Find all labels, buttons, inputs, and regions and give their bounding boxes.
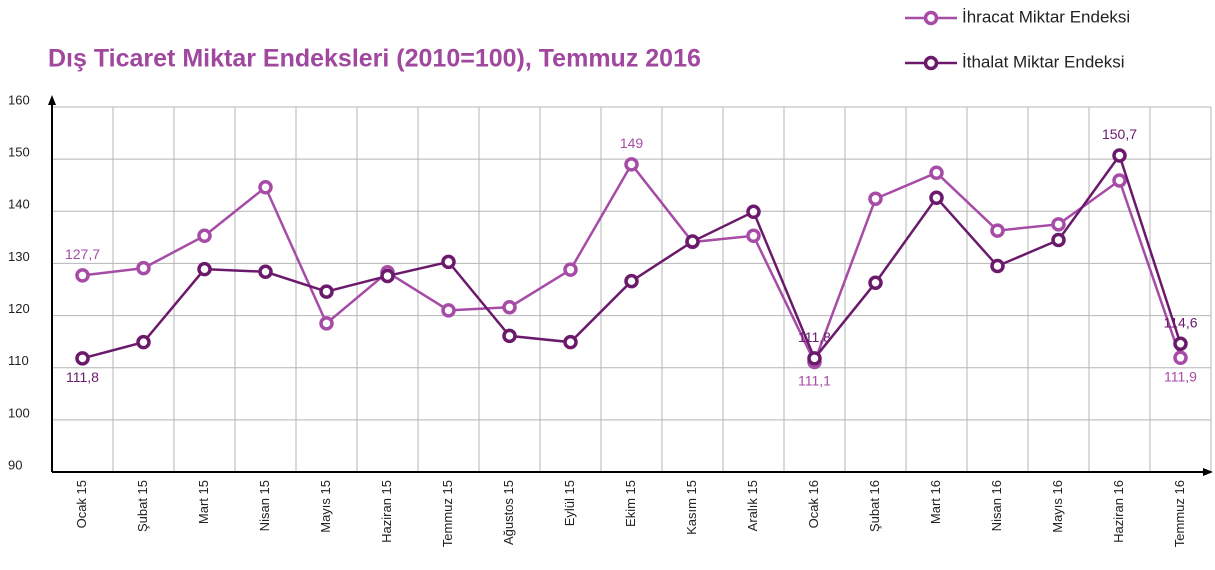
y-tick-label: 150 xyxy=(8,145,30,160)
point xyxy=(563,334,578,350)
point xyxy=(258,264,273,280)
point xyxy=(441,254,456,270)
legend-label: İthalat Miktar Endeksi xyxy=(962,52,1125,71)
x-tick-label: Kasım 15 xyxy=(684,480,699,535)
x-tick-label: Mart 16 xyxy=(928,480,943,524)
x-tick-label: Ocak 16 xyxy=(806,480,821,528)
point xyxy=(746,228,761,244)
x-tick-label: Nisan 15 xyxy=(257,480,272,531)
point xyxy=(624,157,639,172)
point xyxy=(746,204,761,220)
x-tick-label: Mayıs 16 xyxy=(1050,480,1065,533)
point xyxy=(319,316,334,331)
x-tick-label: Eylül 15 xyxy=(562,480,577,526)
point xyxy=(319,284,334,299)
x-tick-label: Ağustos 15 xyxy=(501,480,516,545)
x-tick-label: Temmuz 15 xyxy=(440,480,455,547)
chart-title: Dış Ticaret Miktar Endeksleri (2010=100)… xyxy=(48,45,701,73)
value-label: 111,1 xyxy=(798,373,831,389)
y-tick-label: 130 xyxy=(8,249,30,264)
y-axis-arrow xyxy=(48,95,56,105)
point xyxy=(136,334,151,350)
point xyxy=(563,262,578,277)
x-tick-label: Mart 15 xyxy=(196,480,211,524)
value-label: 111,8 xyxy=(66,369,99,385)
legend-label: İhracat Miktar Endeksi xyxy=(962,7,1130,26)
point xyxy=(1173,336,1188,351)
point xyxy=(197,261,212,277)
point xyxy=(75,268,90,283)
point xyxy=(197,228,212,244)
y-tick-label: 140 xyxy=(8,197,30,212)
point xyxy=(502,328,517,344)
value-label: 127,7 xyxy=(65,246,100,262)
point xyxy=(929,165,944,180)
value-label: 111,8 xyxy=(798,329,831,345)
point xyxy=(1112,148,1127,163)
point xyxy=(136,260,151,276)
point xyxy=(868,191,883,207)
value-label: 149 xyxy=(620,135,644,151)
y-tick-label: 90 xyxy=(8,457,22,472)
value-label: 111,9 xyxy=(1164,369,1197,385)
point xyxy=(685,234,700,249)
point xyxy=(1051,232,1066,248)
x-tick-label: Ocak 15 xyxy=(74,480,89,528)
x-axis-arrow xyxy=(1203,468,1213,476)
x-tick-label: Haziran 16 xyxy=(1111,480,1126,543)
point xyxy=(502,299,517,315)
x-tick-label: Şubat 15 xyxy=(135,480,150,532)
y-tick-label: 120 xyxy=(8,301,30,316)
point xyxy=(380,268,395,284)
point xyxy=(1051,217,1066,232)
x-tick-label: Temmuz 16 xyxy=(1172,480,1187,547)
x-tick-label: Nisan 16 xyxy=(989,480,1004,531)
series-line xyxy=(82,152,1182,361)
point xyxy=(75,351,90,366)
x-tick-label: Aralık 15 xyxy=(745,480,760,531)
point xyxy=(807,351,822,366)
point xyxy=(929,190,944,205)
x-tick-label: Ekim 15 xyxy=(623,480,638,527)
legend-marker xyxy=(923,55,939,71)
value-label: 114,6 xyxy=(1164,314,1198,330)
legend-marker xyxy=(923,10,939,26)
point xyxy=(258,180,273,195)
point xyxy=(1112,173,1127,188)
x-tick-label: Şubat 16 xyxy=(867,480,882,532)
point xyxy=(441,303,456,318)
value-label: 150,7 xyxy=(1102,126,1137,142)
x-tick-label: Haziran 15 xyxy=(379,480,394,543)
point xyxy=(990,223,1005,238)
point xyxy=(990,258,1005,274)
x-tick-label: Mayıs 15 xyxy=(318,480,333,533)
point xyxy=(624,273,639,289)
y-tick-label: 110 xyxy=(8,353,29,368)
y-tick-label: 100 xyxy=(8,405,30,420)
point xyxy=(1173,350,1188,366)
y-tick-label: 160 xyxy=(8,92,30,107)
point xyxy=(868,275,883,290)
